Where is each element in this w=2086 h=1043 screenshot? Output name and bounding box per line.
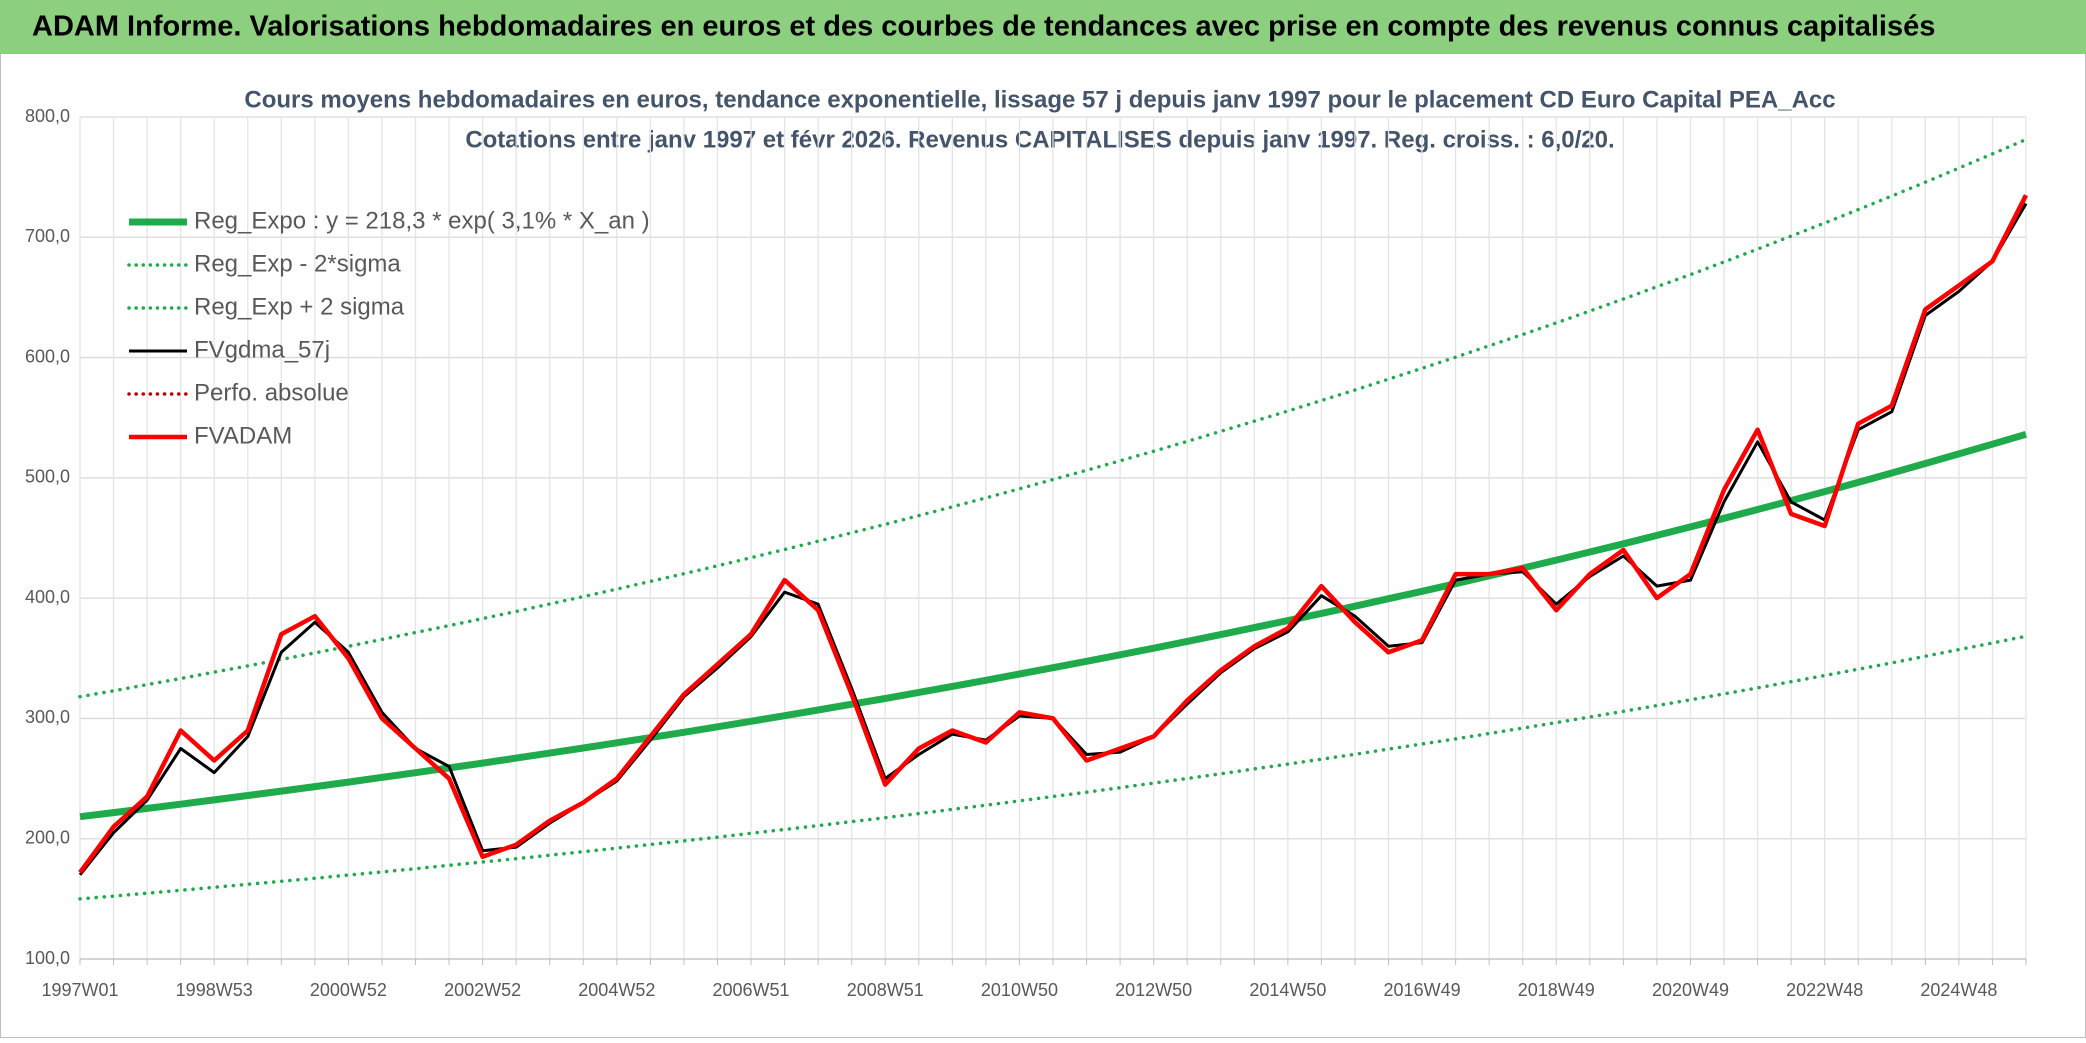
x-tick-label: 2022W48 [1786,980,1863,1000]
grid [79,116,2027,960]
legend-label: Reg_Expo : y = 218,3 * exp( 3,1% * X_an … [194,207,650,234]
x-tick-label: 2024W48 [1920,980,1997,1000]
chart-subtitle: Cotations entre janv 1997 et févr 2026. … [465,126,1614,153]
x-tick-label: 2006W51 [713,980,790,1000]
series-line [78,634,2028,901]
legend-label: FVgdma_57j [194,336,330,363]
series-line [78,194,2029,874]
y-tick-label: 100,0 [25,948,70,968]
header-title: ADAM Informe. Valorisations hebdomadaire… [32,11,1935,43]
x-tick-label: 2008W51 [847,980,924,1000]
y-tick-label: 500,0 [25,467,70,487]
header-bar [0,0,2086,54]
legend-label: Perfo. absolue [194,379,349,406]
y-tick-label: 700,0 [25,226,70,246]
chart-title: Cours moyens hebdomadaires en euros, ten… [244,86,1835,113]
x-tick-label: 2010W50 [981,980,1058,1000]
series-line [79,430,2027,821]
x-tick-label: 1998W53 [176,980,253,1000]
legend: Reg_Expo : y = 218,3 * exp( 3,1% * X_an … [127,207,650,449]
y-tick-label: 400,0 [25,587,70,607]
x-tick-label: 2014W50 [1249,980,1326,1000]
legend-label: Reg_Exp - 2*sigma [194,250,401,277]
y-tick-label: 200,0 [25,827,70,847]
x-tick-label: 2020W49 [1652,980,1729,1000]
legend-label: FVADAM [194,422,292,449]
x-tick-label: 2000W52 [310,980,387,1000]
x-tick-label: 2016W49 [1384,980,1461,1000]
x-tick-label: 2018W49 [1518,980,1595,1000]
x-tick-label: 2004W52 [578,980,655,1000]
y-tick-label: 800,0 [25,106,70,126]
series-line [78,137,2028,699]
x-tick-label: 2012W50 [1115,980,1192,1000]
y-tick-label: 600,0 [25,346,70,366]
x-tick-label: 1997W01 [41,980,118,1000]
legend-label: Reg_Exp + 2 sigma [194,293,405,320]
y-tick-label: 300,0 [25,707,70,727]
x-tick-label: 2002W52 [444,980,521,1000]
